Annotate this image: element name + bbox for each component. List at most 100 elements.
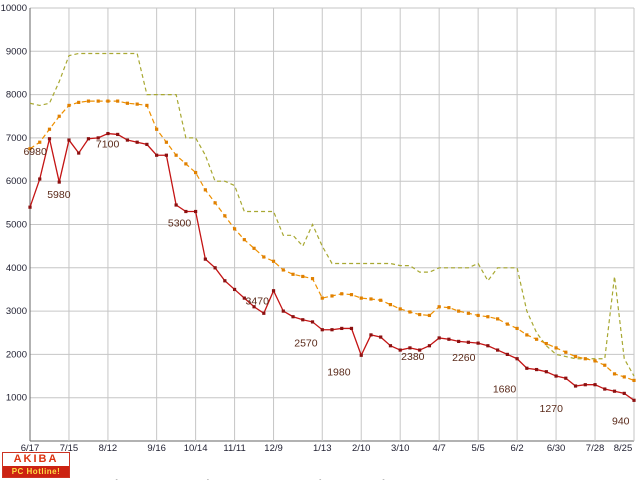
marker-lowest-price [174, 203, 178, 207]
marker-average-price [330, 294, 334, 298]
marker-average-price [135, 102, 139, 106]
marker-lowest-price [593, 383, 597, 387]
marker-lowest-price [213, 266, 217, 270]
y-tick-label: 5000 [6, 220, 27, 231]
marker-average-price [164, 140, 168, 144]
marker-lowest-price [125, 138, 130, 142]
marker-lowest-price [418, 348, 422, 352]
marker-lowest-price [340, 326, 344, 331]
marker-lowest-price [330, 328, 334, 332]
price-label: 6980 [23, 146, 47, 158]
marker-average-price [544, 341, 548, 346]
marker-average-price [252, 246, 256, 250]
marker-average-price [534, 337, 539, 341]
marker-lowest-price [232, 287, 237, 292]
marker-average-price [340, 292, 344, 296]
marker-average-price [145, 103, 149, 108]
marker-average-price [271, 259, 276, 263]
marker-lowest-price [437, 336, 441, 340]
series-average-price [28, 99, 636, 382]
price-annotations: 6980 5980 7100 5300 3470 2570 1980 2380 2260 1680… [23, 139, 629, 428]
marker-lowest-price [486, 344, 490, 348]
marker-lowest-price [223, 279, 227, 283]
marker-average-price [213, 201, 217, 205]
marker-average-price [632, 378, 636, 382]
marker-average-price [466, 311, 470, 315]
marker-average-price [223, 214, 227, 218]
marker-lowest-price [457, 339, 461, 344]
x-tick-label: 9/16 [147, 443, 166, 454]
marker-lowest-price [320, 328, 324, 332]
marker-lowest-price [262, 311, 266, 315]
price-label: 1680 [493, 383, 517, 395]
series-highest-price [29, 52, 635, 377]
marker-lowest-price [281, 309, 285, 313]
marker-average-price [86, 99, 91, 103]
y-tick-label: 8000 [6, 90, 27, 101]
marker-lowest-price [28, 205, 32, 209]
marker-average-price [67, 103, 71, 108]
price-label: 5980 [47, 189, 71, 201]
marker-lowest-price [496, 348, 500, 352]
marker-lowest-price [155, 153, 159, 157]
marker-average-price [496, 317, 500, 321]
marker-average-price [291, 272, 295, 276]
x-tick-label: 4/7 [433, 443, 446, 454]
marker-average-price [310, 277, 315, 281]
marker-lowest-price [515, 357, 519, 361]
copyright-text: Copyright (c)2001 impress corporation Al… [78, 452, 485, 480]
marker-lowest-price [505, 352, 509, 356]
marker-average-price [612, 372, 617, 376]
marker-lowest-price [203, 257, 207, 261]
marker-lowest-price [408, 346, 412, 350]
marker-lowest-price [476, 341, 480, 345]
marker-average-price [28, 147, 32, 151]
marker-average-price [593, 359, 597, 363]
marker-average-price [476, 313, 480, 318]
marker-lowest-price [271, 289, 276, 293]
marker-average-price [398, 307, 402, 311]
marker-average-price [155, 127, 159, 131]
marker-lowest-price [38, 177, 42, 181]
x-tick-label: 8/25 [614, 443, 633, 454]
series-line-average-price [29, 100, 635, 381]
marker-lowest-price [116, 132, 120, 137]
marker-lowest-price [242, 296, 246, 300]
marker-average-price [379, 298, 383, 302]
akiba-logo-title: AKIBA [3, 453, 69, 466]
marker-lowest-price [525, 366, 529, 370]
x-tick-label: 3/10 [391, 443, 410, 454]
x-tick-label: 6/30 [547, 443, 566, 454]
marker-lowest-price [603, 387, 607, 391]
marker-lowest-price [583, 383, 587, 387]
x-tick-label: 5/5 [472, 443, 485, 454]
price-label: 2380 [401, 351, 425, 363]
marker-average-price [418, 312, 422, 317]
marker-average-price [583, 357, 587, 361]
price-label: 2570 [294, 338, 318, 350]
x-tick-label: 7/28 [586, 443, 605, 454]
price-label: 940 [612, 415, 630, 427]
marker-lowest-price [310, 320, 315, 324]
marker-lowest-price [252, 305, 256, 309]
price-label: 1270 [540, 403, 564, 415]
marker-lowest-price [379, 335, 383, 339]
marker-lowest-price [291, 315, 295, 319]
marker-average-price [125, 101, 130, 105]
y-tick-label: 2000 [6, 349, 27, 360]
y-tick-label: 6000 [6, 176, 27, 187]
marker-average-price [447, 306, 451, 310]
marker-lowest-price [388, 344, 393, 348]
x-tick-label: 10/14 [184, 443, 208, 454]
x-tick-label: 1/13 [313, 443, 332, 454]
y-tick-label: 10000 [1, 3, 27, 14]
marker-average-price [242, 238, 246, 242]
akiba-logo: AKIBA PC Hotline! [2, 452, 70, 478]
marker-average-price [116, 99, 120, 103]
y-tick-label: 4000 [6, 263, 27, 274]
x-tick-label: 11/11 [223, 443, 245, 454]
x-tick-label: 12/9 [264, 443, 283, 454]
marker-average-price [564, 350, 568, 354]
marker-average-price [174, 153, 178, 157]
